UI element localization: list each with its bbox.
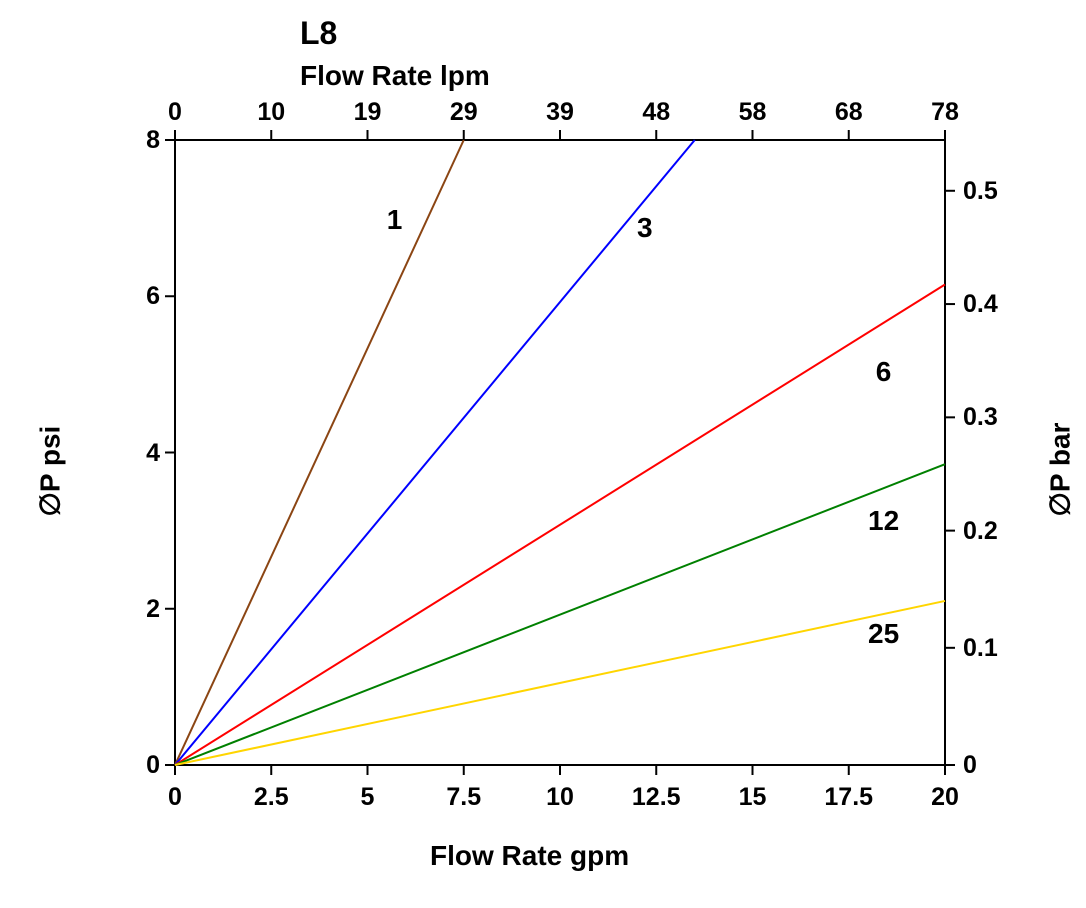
x-bottom-tick-4: 10 — [530, 783, 590, 812]
x-top-tick-4: 39 — [530, 98, 590, 127]
series-label-6: 6 — [876, 356, 892, 388]
series-label-25: 25 — [868, 618, 899, 650]
x-top-tick-8: 78 — [915, 98, 975, 127]
series-line-1 — [175, 140, 464, 765]
y-right-tick-0: 0 — [963, 751, 1013, 780]
series-label-1: 1 — [387, 204, 403, 236]
series-line-12 — [175, 464, 945, 765]
series-line-6 — [175, 285, 945, 765]
chart-container: L8 Flow Rate lpm Flow Rate gpm ∅P psi ∅P… — [0, 0, 1086, 908]
chart-svg — [0, 0, 1086, 908]
x-top-tick-0: 0 — [145, 98, 205, 127]
x-top-tick-1: 10 — [241, 98, 301, 127]
x-top-tick-7: 68 — [819, 98, 879, 127]
x-top-tick-2: 19 — [338, 98, 398, 127]
x-top-tick-6: 58 — [723, 98, 783, 127]
x-top-tick-5: 48 — [626, 98, 686, 127]
y-left-tick-2: 4 — [120, 439, 160, 468]
series-label-12: 12 — [868, 505, 899, 537]
x-bottom-tick-8: 20 — [915, 783, 975, 812]
series-label-3: 3 — [637, 212, 653, 244]
x-bottom-tick-5: 12.5 — [626, 783, 686, 812]
y-left-tick-1: 2 — [120, 595, 160, 624]
x-bottom-tick-7: 17.5 — [819, 783, 879, 812]
x-bottom-tick-0: 0 — [145, 783, 205, 812]
y-left-tick-4: 8 — [120, 126, 160, 155]
y-left-tick-0: 0 — [120, 751, 160, 780]
y-left-tick-3: 6 — [120, 282, 160, 311]
x-bottom-tick-2: 5 — [338, 783, 398, 812]
y-right-tick-2: 0.2 — [963, 517, 1013, 546]
y-right-tick-3: 0.3 — [963, 403, 1013, 432]
x-bottom-tick-6: 15 — [723, 783, 783, 812]
y-right-tick-5: 0.5 — [963, 177, 1013, 206]
x-top-tick-3: 29 — [434, 98, 494, 127]
y-right-tick-1: 0.1 — [963, 634, 1013, 663]
x-bottom-tick-3: 7.5 — [434, 783, 494, 812]
x-bottom-tick-1: 2.5 — [241, 783, 301, 812]
y-right-tick-4: 0.4 — [963, 290, 1013, 319]
